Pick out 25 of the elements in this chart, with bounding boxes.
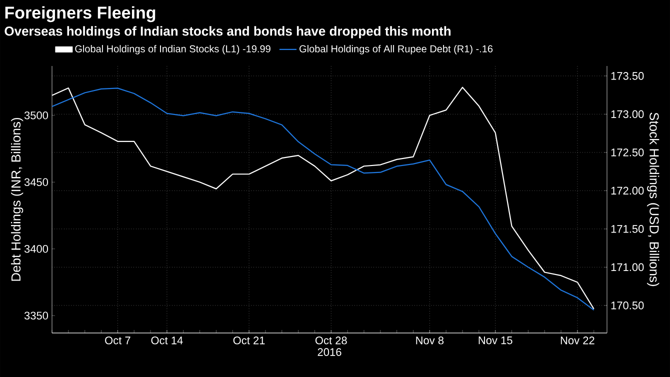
y-tick-label: 3400 <box>24 245 48 253</box>
x-tick-label: Oct 7 <box>105 336 130 344</box>
x-tick-label: Oct 14 <box>151 336 183 344</box>
x-tick-label: Oct 28 <box>315 336 347 344</box>
chart-subtitle: Overseas holdings of Indian stocks and bonds have dropped this month <box>4 26 451 38</box>
y-axis-title: Debt Holdings (INR, Billions) <box>11 118 24 281</box>
y2-tick-label: 172.50 <box>611 148 644 156</box>
y-tick-label: 3350 <box>24 312 48 320</box>
y2-tick-label: 172.00 <box>611 186 644 195</box>
x-tick-label: Nov 15 <box>478 336 512 344</box>
y-tick-label: 3500 <box>24 112 48 120</box>
x-tick-label: Nov 22 <box>560 336 594 344</box>
chart-title: Foreigners Fleeing <box>5 6 156 22</box>
x-tick-label: Nov 8 <box>416 336 444 344</box>
y2-tick-label: 173.00 <box>611 110 644 118</box>
legend-label: Global Holdings of All Rupee Debt (R1) -.16 <box>300 45 493 54</box>
y-tick-label: 3450 <box>24 178 48 186</box>
y2-tick-label: 171.50 <box>611 225 644 233</box>
legend-label: Global Holdings of Indian Stocks (L1) -19.99 <box>75 45 270 54</box>
y2-tick-label: 170.50 <box>611 302 644 310</box>
y2-axis-title: Stock Holdings (USD, Billions) <box>647 112 660 286</box>
x-axis-title: 2016 <box>318 348 342 356</box>
y2-tick-label: 173.50 <box>611 72 644 80</box>
y2-tick-label: 171.00 <box>611 263 644 272</box>
x-tick-label: Oct 21 <box>233 336 265 344</box>
